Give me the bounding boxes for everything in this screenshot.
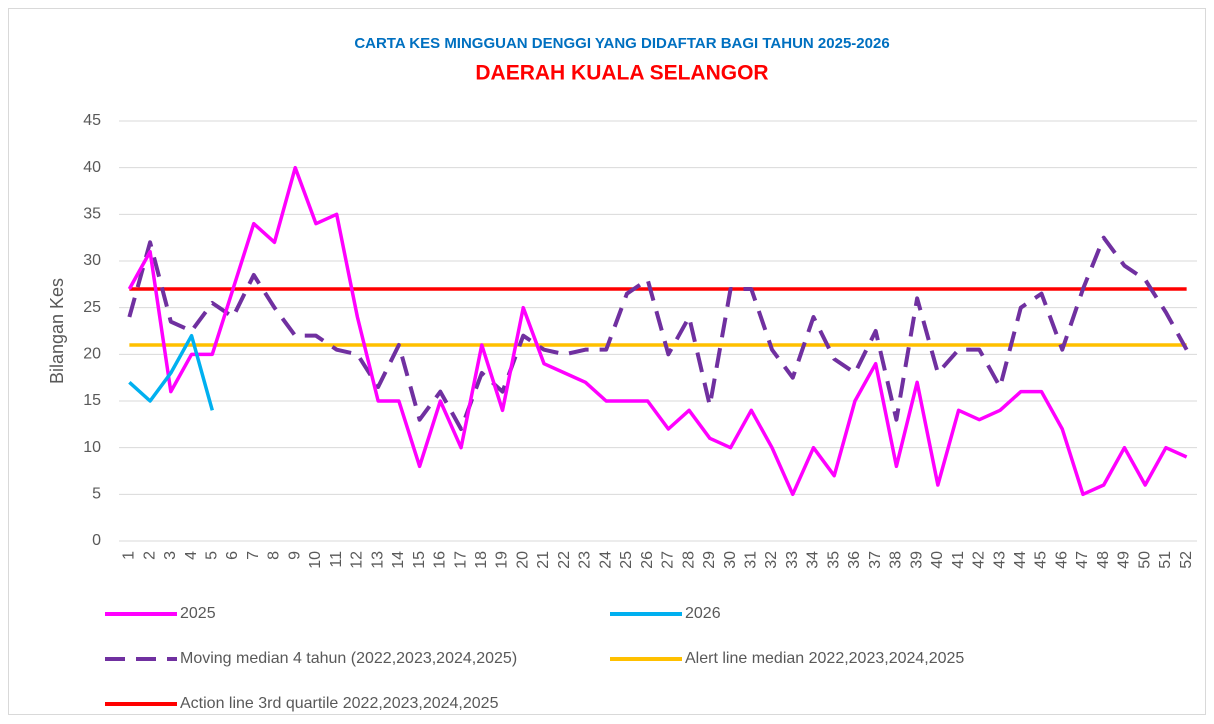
x-tick-label: 7 bbox=[245, 551, 262, 560]
x-tick-label: 35 bbox=[825, 551, 842, 569]
legend-label: Action line 3rd quartile 2022,2023,2024,… bbox=[180, 695, 499, 712]
chart-subtitle: DAERAH KUALA SELANGOR bbox=[475, 62, 768, 85]
legend-label: 2025 bbox=[180, 605, 216, 622]
x-tick-label: 16 bbox=[432, 551, 449, 569]
x-tick-label: 24 bbox=[597, 551, 614, 569]
x-tick-label: 46 bbox=[1053, 551, 1070, 569]
x-tick-label: 12 bbox=[349, 551, 366, 569]
x-tick-label: 1 bbox=[121, 551, 138, 560]
chart-title: CARTA KES MINGGUAN DENGGI YANG DIDAFTAR … bbox=[354, 35, 889, 52]
x-tick-label: 33 bbox=[784, 551, 801, 569]
x-tick-label: 8 bbox=[266, 551, 283, 560]
x-tick-label: 34 bbox=[805, 551, 822, 569]
x-tick-label: 29 bbox=[701, 551, 718, 569]
x-tick-label: 5 bbox=[204, 551, 221, 560]
y-axis-label: Bilangan Kes bbox=[47, 278, 67, 384]
x-tick-label: 11 bbox=[328, 551, 345, 568]
x-tick-label: 51 bbox=[1157, 551, 1174, 569]
x-tick-label: 27 bbox=[660, 551, 677, 569]
y-tick-label: 0 bbox=[92, 532, 101, 549]
y-tick-label: 20 bbox=[83, 346, 101, 363]
x-tick-label: 6 bbox=[224, 551, 241, 560]
y-tick-label: 25 bbox=[83, 299, 101, 316]
x-tick-label: 52 bbox=[1178, 551, 1195, 569]
x-tick-label: 40 bbox=[929, 551, 946, 569]
legend-label: Moving median 4 tahun (2022,2023,2024,20… bbox=[180, 650, 517, 667]
x-tick-label: 3 bbox=[162, 551, 179, 560]
x-tick-label: 25 bbox=[618, 551, 635, 569]
x-tick-label: 36 bbox=[846, 551, 863, 569]
x-tick-label: 45 bbox=[1033, 551, 1050, 569]
x-tick-label: 21 bbox=[535, 551, 552, 569]
y-tick-label: 30 bbox=[83, 252, 101, 269]
x-tick-label: 4 bbox=[183, 551, 200, 560]
y-tick-label: 10 bbox=[83, 439, 101, 456]
y-tick-label: 15 bbox=[83, 392, 101, 409]
x-tick-label: 9 bbox=[286, 551, 303, 560]
x-tick-label: 48 bbox=[1095, 551, 1112, 569]
x-tick-label: 26 bbox=[639, 551, 656, 569]
x-tick-label: 49 bbox=[1116, 551, 1133, 569]
x-tick-label: 30 bbox=[722, 551, 739, 569]
x-tick-label: 18 bbox=[473, 551, 490, 569]
x-tick-label: 23 bbox=[577, 551, 594, 569]
legend-label: 2026 bbox=[685, 605, 721, 622]
x-tick-label: 10 bbox=[307, 551, 324, 569]
x-tick-label: 41 bbox=[950, 551, 967, 569]
x-tick-label: 50 bbox=[1136, 551, 1153, 569]
x-tick-label: 47 bbox=[1074, 551, 1091, 569]
x-tick-label: 2 bbox=[141, 551, 158, 560]
x-tick-label: 17 bbox=[452, 551, 469, 569]
x-tick-label: 44 bbox=[1012, 551, 1029, 569]
x-tick-label: 38 bbox=[888, 551, 905, 569]
x-tick-label: 37 bbox=[867, 551, 884, 569]
x-tick-label: 15 bbox=[411, 551, 428, 569]
y-tick-label: 40 bbox=[83, 159, 101, 176]
x-tick-label: 43 bbox=[991, 551, 1008, 569]
series-line bbox=[127, 165, 1188, 497]
x-tick-label: 20 bbox=[514, 551, 531, 569]
x-tick-label: 39 bbox=[908, 551, 925, 569]
x-tick-label: 19 bbox=[494, 551, 511, 569]
y-tick-label: 35 bbox=[83, 206, 101, 223]
series-line bbox=[127, 235, 1189, 431]
x-tick-label: 42 bbox=[971, 551, 988, 569]
x-tick-label: 31 bbox=[743, 551, 760, 569]
y-tick-label: 45 bbox=[83, 112, 101, 129]
x-tick-label: 14 bbox=[390, 551, 407, 569]
x-tick-label: 28 bbox=[680, 551, 697, 569]
y-tick-label: 5 bbox=[92, 486, 101, 503]
x-tick-label: 32 bbox=[763, 551, 780, 569]
series-line bbox=[128, 333, 214, 411]
x-tick-label: 13 bbox=[369, 551, 386, 569]
legend-label: Alert line median 2022,2023,2024,2025 bbox=[685, 650, 964, 667]
x-tick-label: 22 bbox=[556, 551, 573, 569]
